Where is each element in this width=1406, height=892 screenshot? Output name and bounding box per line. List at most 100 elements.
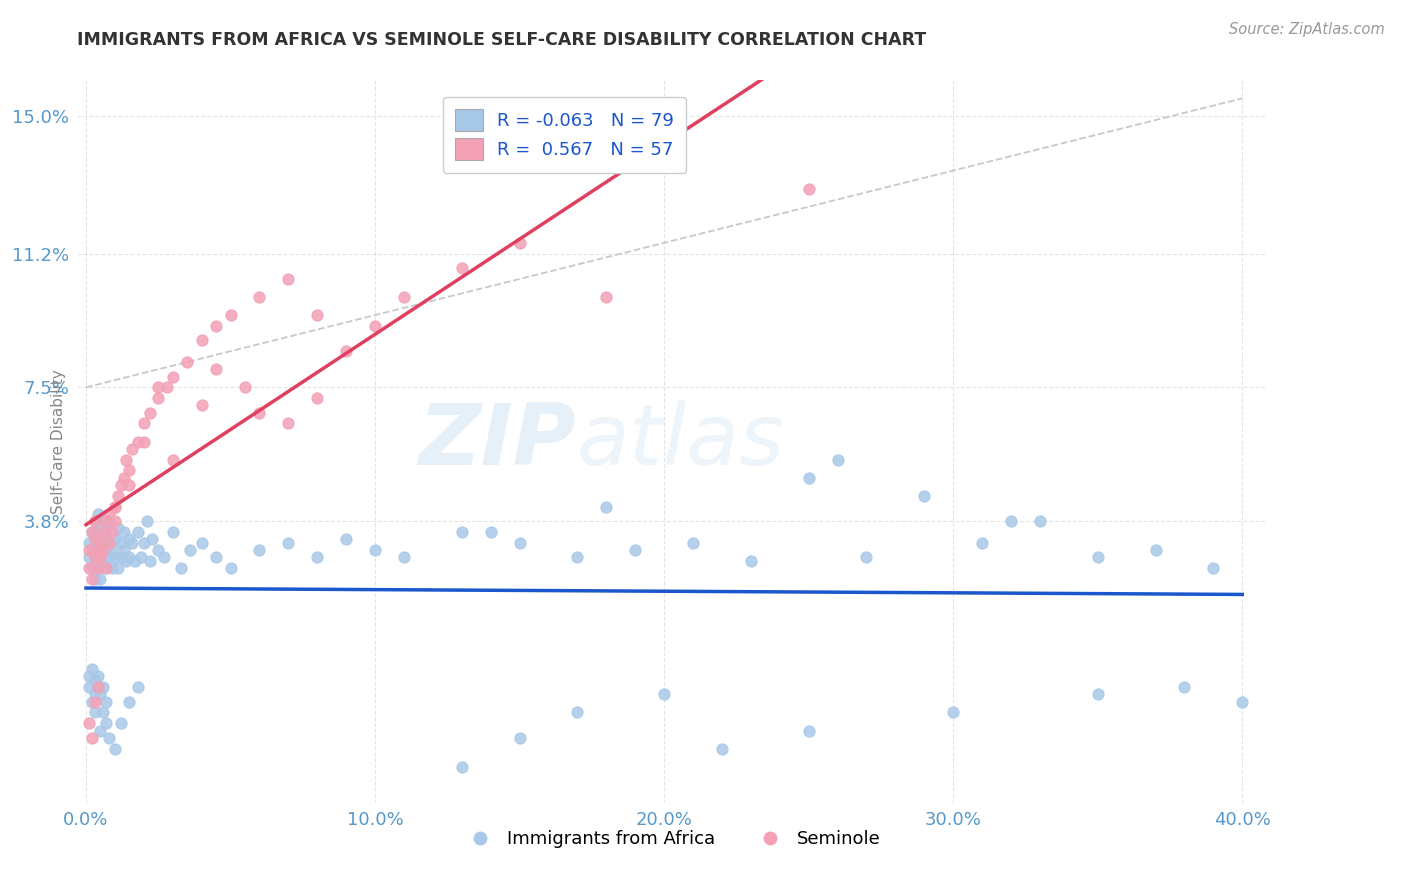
Point xyxy=(682,535,704,549)
Point xyxy=(101,542,124,557)
Point xyxy=(89,535,111,549)
Point xyxy=(89,687,111,701)
Point xyxy=(96,561,118,575)
Point xyxy=(83,673,105,687)
Point xyxy=(107,561,129,575)
Point xyxy=(93,532,115,546)
Point xyxy=(118,550,141,565)
Point xyxy=(96,542,118,557)
Point xyxy=(89,572,111,586)
Point xyxy=(170,561,193,575)
Point xyxy=(364,318,387,333)
Point xyxy=(93,706,115,720)
Point xyxy=(112,524,135,539)
Point xyxy=(98,731,121,745)
Point xyxy=(797,470,820,484)
Point xyxy=(219,561,242,575)
Point xyxy=(104,741,127,756)
Point xyxy=(121,535,143,549)
Point xyxy=(77,561,100,575)
Point xyxy=(104,532,127,546)
Point xyxy=(233,380,256,394)
Point xyxy=(83,706,105,720)
Point xyxy=(115,452,138,467)
Point xyxy=(138,554,160,568)
Point xyxy=(205,318,228,333)
Point xyxy=(205,550,228,565)
Text: ZIP: ZIP xyxy=(419,400,576,483)
Point xyxy=(595,500,617,514)
Point xyxy=(80,695,103,709)
Point xyxy=(179,542,201,557)
Point xyxy=(107,521,129,535)
Point xyxy=(912,489,935,503)
Point xyxy=(83,514,105,528)
Point xyxy=(98,514,121,528)
Point xyxy=(98,535,121,549)
Point xyxy=(156,380,179,394)
Point xyxy=(595,290,617,304)
Point xyxy=(89,550,111,565)
Point xyxy=(307,391,329,405)
Point xyxy=(86,680,108,694)
Point xyxy=(450,524,472,539)
Point xyxy=(86,542,108,557)
Point xyxy=(118,463,141,477)
Point xyxy=(1202,561,1225,575)
Point xyxy=(710,741,733,756)
Point xyxy=(89,535,111,549)
Point xyxy=(141,532,163,546)
Point xyxy=(624,542,647,557)
Point xyxy=(83,532,105,546)
Point xyxy=(96,514,118,528)
Point xyxy=(335,344,357,359)
Point xyxy=(162,524,184,539)
Point xyxy=(80,662,103,676)
Text: IMMIGRANTS FROM AFRICA VS SEMINOLE SELF-CARE DISABILITY CORRELATION CHART: IMMIGRANTS FROM AFRICA VS SEMINOLE SELF-… xyxy=(77,31,927,49)
Point xyxy=(132,417,155,431)
Point xyxy=(83,550,105,565)
Point xyxy=(148,391,170,405)
Point xyxy=(112,542,135,557)
Text: atlas: atlas xyxy=(576,400,785,483)
Point xyxy=(93,542,115,557)
Point xyxy=(93,524,115,539)
Point xyxy=(450,759,472,773)
Point xyxy=(148,542,170,557)
Point xyxy=(392,550,415,565)
Point xyxy=(83,695,105,709)
Point xyxy=(509,731,531,745)
Point xyxy=(86,507,108,521)
Point xyxy=(176,355,198,369)
Point xyxy=(89,550,111,565)
Point xyxy=(132,434,155,449)
Point xyxy=(1173,680,1195,694)
Point xyxy=(104,500,127,514)
Point xyxy=(148,380,170,394)
Point xyxy=(77,669,100,683)
Point xyxy=(83,572,105,586)
Point xyxy=(740,554,762,568)
Point xyxy=(190,398,212,412)
Point xyxy=(652,687,675,701)
Point xyxy=(77,716,100,731)
Point xyxy=(205,362,228,376)
Point xyxy=(307,550,329,565)
Point xyxy=(118,695,141,709)
Point xyxy=(98,535,121,549)
Point xyxy=(277,417,299,431)
Point xyxy=(364,542,387,557)
Point xyxy=(1087,687,1109,701)
Point xyxy=(190,334,212,348)
Point xyxy=(277,272,299,286)
Point xyxy=(1144,542,1167,557)
Point xyxy=(96,561,118,575)
Point xyxy=(104,514,127,528)
Point xyxy=(1232,695,1254,709)
Point xyxy=(104,550,127,565)
Point xyxy=(93,554,115,568)
Point xyxy=(101,524,124,539)
Point xyxy=(138,406,160,420)
Point xyxy=(277,535,299,549)
Point xyxy=(83,687,105,701)
